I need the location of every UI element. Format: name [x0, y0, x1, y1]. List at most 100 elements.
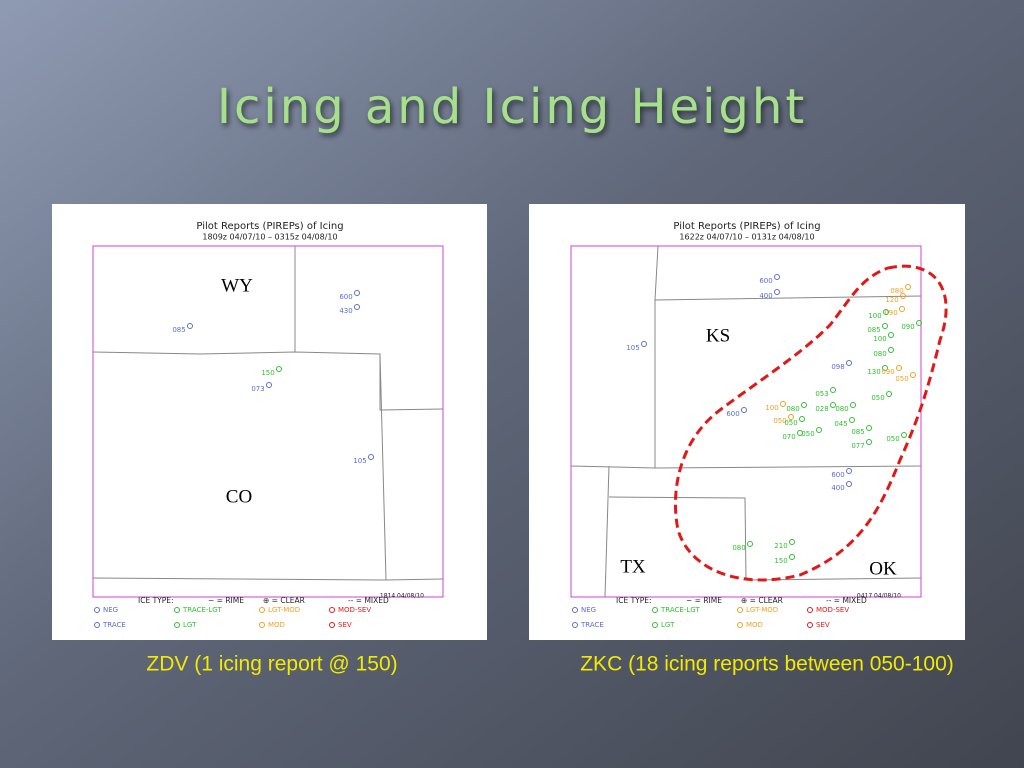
- legend-item: TRACE-LGT: [182, 606, 222, 614]
- report-symbol: [846, 481, 852, 487]
- report-symbol: [901, 432, 907, 438]
- report-symbol: [866, 439, 872, 445]
- report-symbol: [830, 387, 836, 393]
- legend-item: MOD: [268, 621, 285, 629]
- report-label: 090: [881, 368, 894, 376]
- state-label: KS: [706, 325, 730, 346]
- report-label: 053: [815, 390, 828, 398]
- report-symbol: [780, 401, 786, 407]
- legend-item: LGT-MOD: [746, 606, 778, 614]
- legend-type: ~ = RIME: [208, 596, 244, 605]
- slide-title: Icing and Icing Height: [217, 79, 807, 135]
- legend-type: ~ = RIME: [686, 596, 722, 605]
- report-label: 045: [834, 420, 847, 428]
- report-label: 080: [890, 287, 903, 295]
- report-symbol: [789, 539, 795, 545]
- report-label: 120: [885, 296, 898, 304]
- state-label: TX: [620, 556, 646, 577]
- report-label: 050: [784, 419, 797, 427]
- legend-symbol: [807, 607, 813, 613]
- report-symbol: [741, 407, 747, 413]
- report-label: 080: [786, 405, 799, 413]
- report-label: 050: [801, 430, 814, 438]
- report-symbol: [866, 425, 872, 431]
- state-borders: [92, 246, 444, 581]
- report-symbol: [899, 306, 905, 312]
- legend-item: TRACE: [580, 621, 604, 629]
- legend-item: TRACE: [102, 621, 126, 629]
- map-title: Pilot Reports (PIREPs) of Icing: [196, 221, 343, 232]
- map-subtitle: 1622z 04/07/10 – 0131z 04/08/10: [679, 233, 814, 242]
- report-symbol: [799, 416, 805, 422]
- report-symbol: [896, 365, 902, 371]
- timestamp: 0417 04/08/10: [857, 593, 901, 600]
- report-label: 050: [871, 394, 884, 402]
- report-label: 050: [895, 375, 908, 383]
- report-label: 073: [251, 385, 264, 393]
- report-label: 028: [815, 405, 828, 413]
- report-symbol: [886, 391, 892, 397]
- legend-symbol: [94, 622, 100, 628]
- report-label: 100: [765, 404, 778, 412]
- map-frame: [570, 245, 922, 598]
- report-label: 150: [261, 369, 274, 377]
- report-symbol: [266, 382, 272, 388]
- legend-symbol: [572, 607, 578, 613]
- report-symbol: [905, 284, 911, 290]
- report-label: 085: [851, 428, 864, 436]
- report-symbol: [888, 347, 894, 353]
- state-label: WY: [221, 275, 253, 296]
- legend-symbol: [174, 607, 180, 613]
- report-label: 100: [868, 312, 881, 320]
- legend-symbol: [737, 622, 743, 628]
- report-label: 600: [759, 277, 772, 285]
- map-frame: [92, 245, 444, 598]
- report-label: 077: [851, 442, 864, 450]
- report-symbol: [801, 402, 807, 408]
- legend-item: NEG: [581, 606, 596, 614]
- report-label: 105: [626, 344, 639, 352]
- legend-item: NEG: [103, 606, 118, 614]
- map-title: Pilot Reports (PIREPs) of Icing: [673, 221, 820, 232]
- report-label: 050: [886, 435, 899, 443]
- report-symbol: [774, 289, 780, 295]
- report-label: 080: [873, 350, 886, 358]
- caption: ZDV (1 icing report @ 150): [146, 653, 397, 676]
- report-symbol: [354, 304, 360, 310]
- legend-item: TRACE-LGT: [660, 606, 700, 614]
- report-symbol: [789, 554, 795, 560]
- report-symbol: [816, 427, 822, 433]
- report-symbol: [882, 323, 888, 329]
- report-symbol: [774, 274, 780, 280]
- report-label: 098: [831, 363, 844, 371]
- report-label: 210: [774, 542, 787, 550]
- state-label: CO: [226, 486, 252, 507]
- report-label: 085: [867, 326, 880, 334]
- legend-type: -- = MIXED: [826, 596, 867, 605]
- report-label: 400: [759, 292, 772, 300]
- legend-symbol: [737, 607, 743, 613]
- report-symbol: [846, 468, 852, 474]
- report-label: 070: [782, 433, 795, 441]
- report-label: 150: [774, 557, 787, 565]
- legend-symbol: [807, 622, 813, 628]
- report-symbol: [900, 293, 906, 299]
- legend-symbol: [259, 607, 265, 613]
- legend-item: MOD-SEV: [816, 606, 849, 614]
- report-symbol: [916, 320, 922, 326]
- legend-heading: ICE TYPE:: [616, 596, 652, 605]
- report-symbol: [368, 454, 374, 460]
- report-symbol: [846, 360, 852, 366]
- legend-type: -- = MIXED: [348, 596, 389, 605]
- legend-symbol: [572, 622, 578, 628]
- legend-symbol: [174, 622, 180, 628]
- report-label: 080: [732, 544, 745, 552]
- report-label: 090: [901, 323, 914, 331]
- report-label: 400: [831, 484, 844, 492]
- report-symbol: [797, 430, 803, 436]
- report-label: 600: [831, 471, 844, 479]
- report-label: 105: [353, 457, 366, 465]
- map-image: [52, 204, 487, 640]
- legend-symbol: [329, 607, 335, 613]
